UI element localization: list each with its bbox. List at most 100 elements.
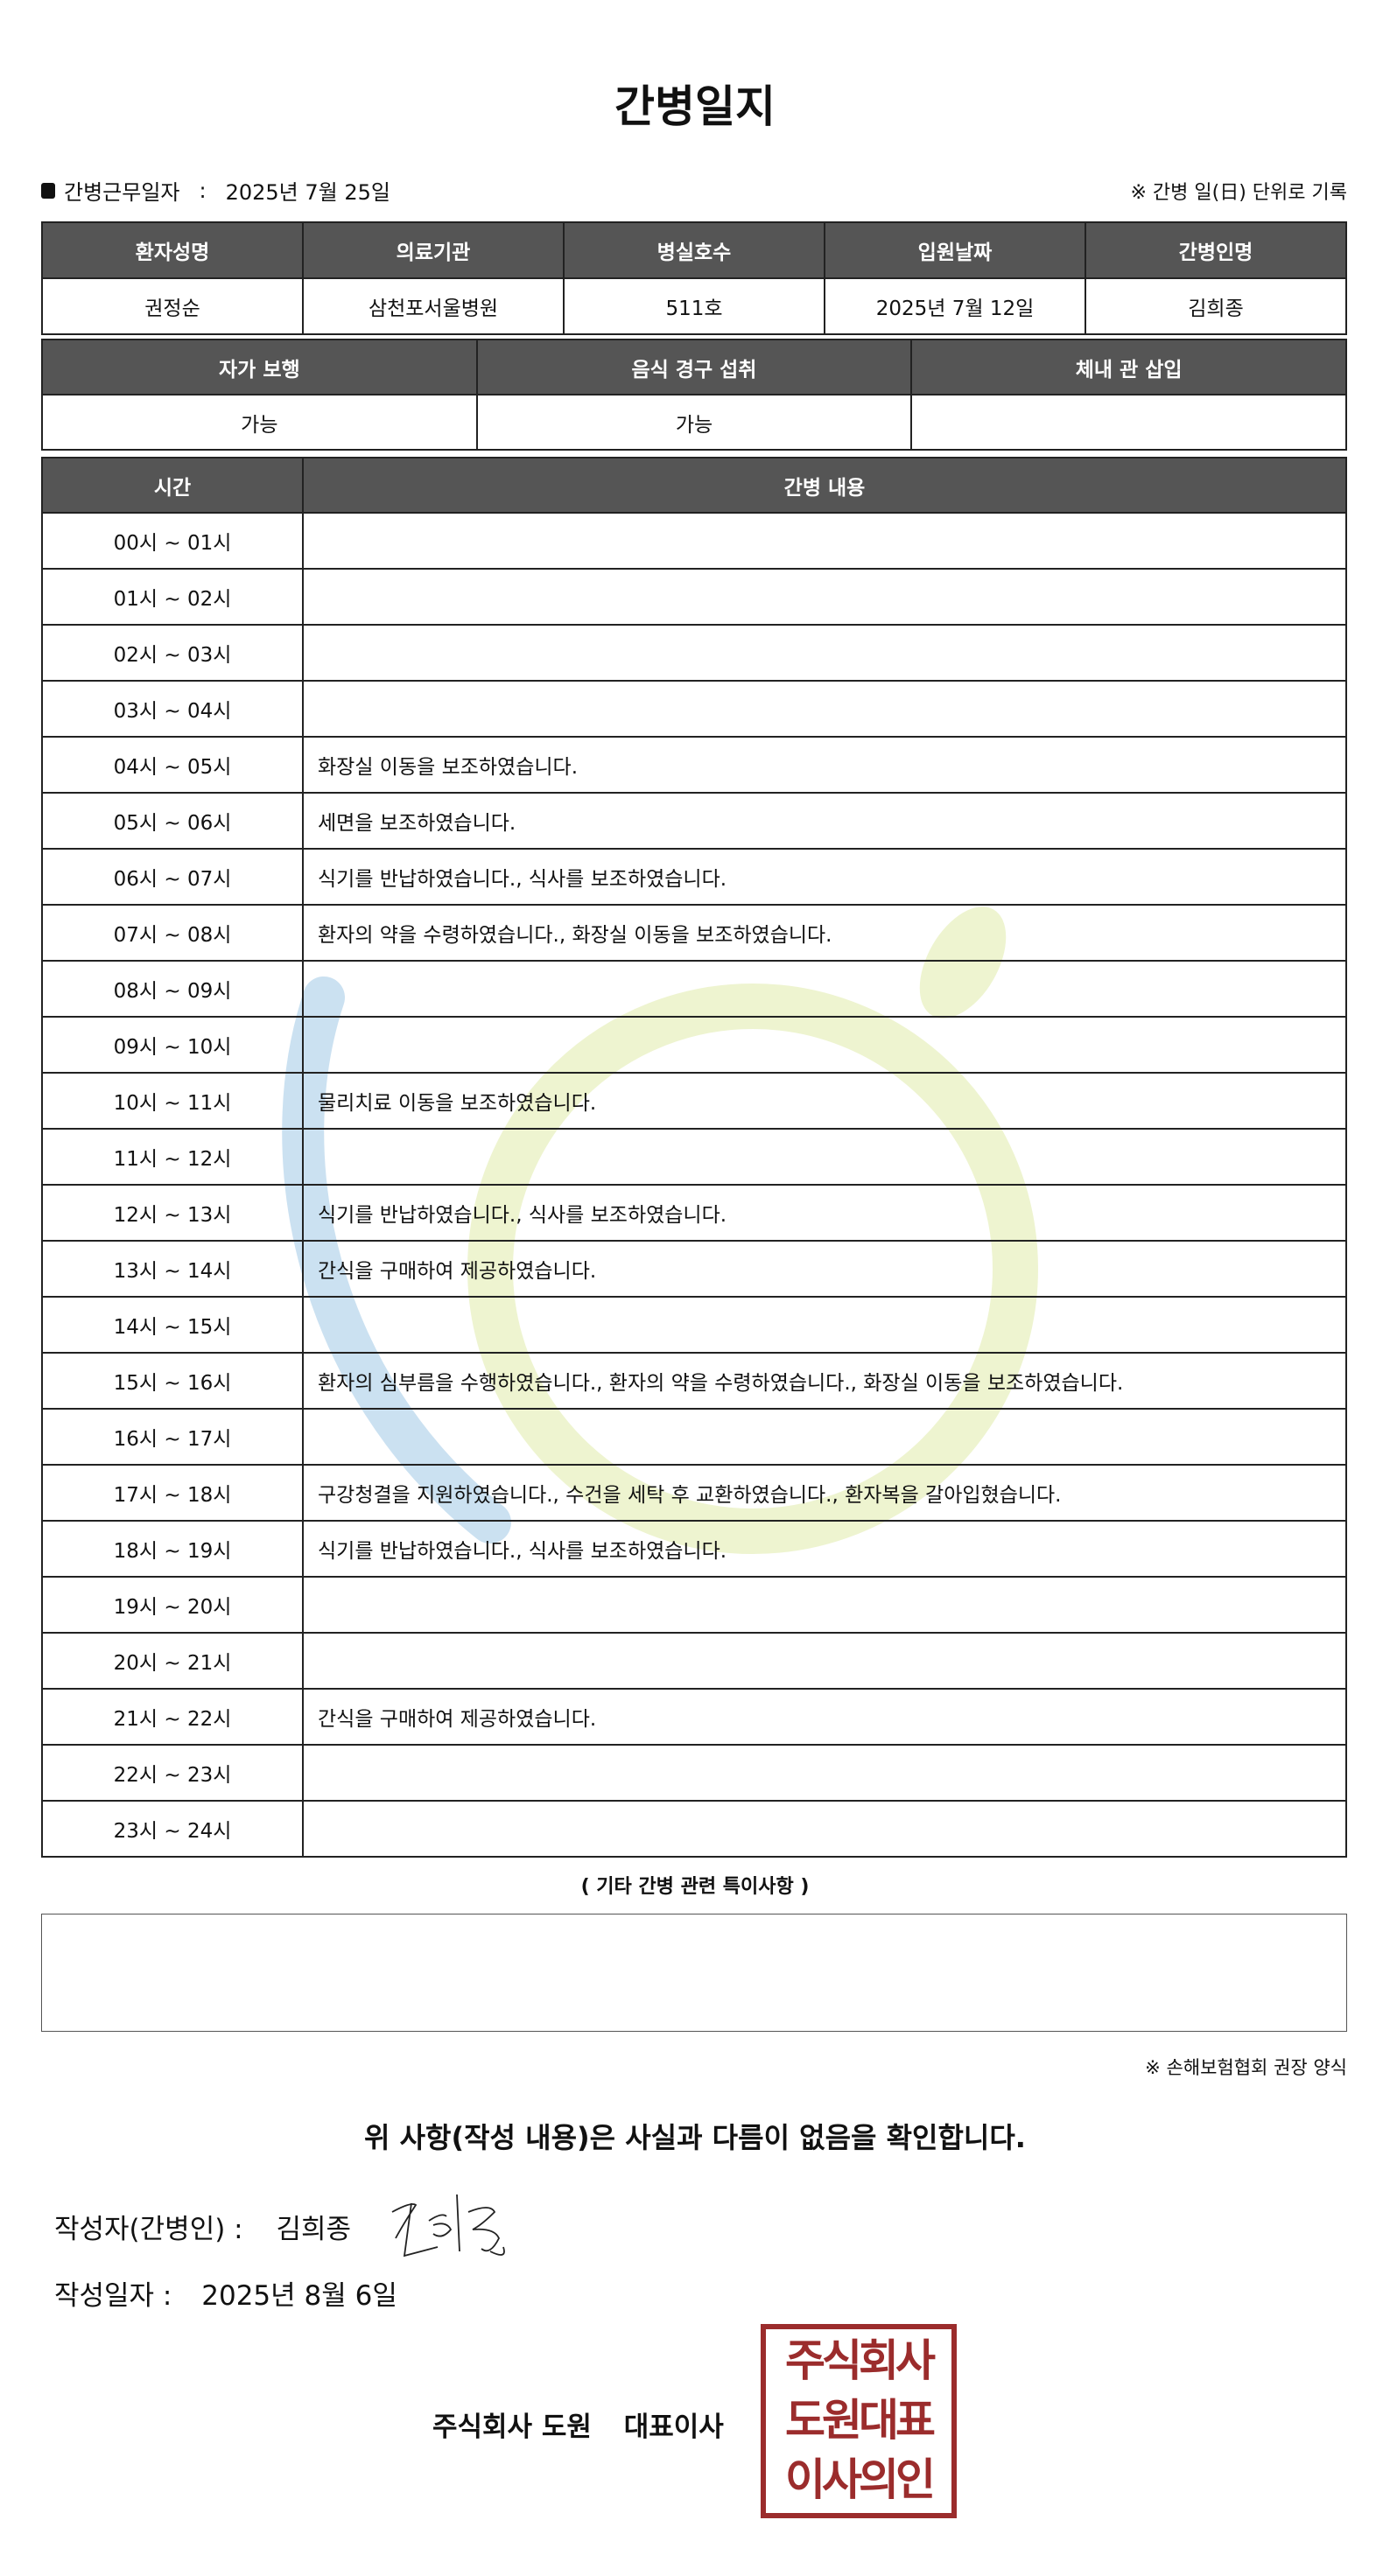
header-oral-intake: 음식 경구 섭취 bbox=[475, 339, 913, 396]
admission-date: 2025년 7월 12일 bbox=[824, 277, 1086, 335]
table-row: 21시 ~ 22시 간식을 구매하여 제공하였습니다. bbox=[41, 1688, 1347, 1746]
write-date-label: 작성일자 : bbox=[54, 2280, 172, 2312]
row-time: 05시 ~ 06시 bbox=[41, 792, 304, 850]
company-line: 주식회사 도원 대표이사 bbox=[432, 2404, 724, 2444]
table-row: 18시 ~ 19시 식기를 반납하였습니다., 식사를 보조하였습니다. bbox=[41, 1520, 1347, 1578]
table-row: 12시 ~ 13시 식기를 반납하였습니다., 식사를 보조하였습니다. bbox=[41, 1184, 1347, 1242]
table-row: 06시 ~ 07시 식기를 반납하였습니다., 식사를 보조하였습니다. bbox=[41, 848, 1347, 906]
tube bbox=[910, 394, 1347, 451]
row-content bbox=[302, 568, 1347, 626]
row-time: 23시 ~ 24시 bbox=[41, 1800, 304, 1858]
work-date-value: 2025년 7월 25일 bbox=[225, 180, 390, 205]
row-content: 물리치료 이동을 보조하였습니다. bbox=[302, 1072, 1347, 1130]
patient-info-table: 환자성명 의료기관 병실호수 입원날짜 간병인명 권정순 삼천포서울병원 511… bbox=[41, 221, 1347, 335]
hospital: 삼천포서울병원 bbox=[302, 277, 565, 335]
row-time: 19시 ~ 20시 bbox=[41, 1576, 304, 1634]
row-content: 간식을 구매하여 제공하였습니다. bbox=[302, 1688, 1347, 1746]
header-patient-name: 환자성명 bbox=[41, 221, 304, 279]
signature-image bbox=[391, 2194, 505, 2258]
table-row: 03시 ~ 04시 bbox=[41, 680, 1347, 738]
header-hospital: 의료기관 bbox=[302, 221, 565, 279]
row-content: 환자의 심부름을 수행하였습니다., 환자의 약을 수령하였습니다., 화장실 … bbox=[302, 1352, 1347, 1410]
writer-line: 작성자(간병인) : 김희종 bbox=[54, 2207, 351, 2246]
caregiver: 김희종 bbox=[1085, 277, 1347, 335]
header-time: 시간 bbox=[41, 457, 304, 514]
patient-name: 권정순 bbox=[41, 277, 304, 335]
table-row: 11시 ~ 12시 bbox=[41, 1128, 1347, 1186]
row-content: 식기를 반납하였습니다., 식사를 보조하였습니다. bbox=[302, 1520, 1347, 1578]
header-caregiver: 간병인명 bbox=[1085, 221, 1347, 279]
row-time: 09시 ~ 10시 bbox=[41, 1016, 304, 1074]
table-row: 16시 ~ 17시 bbox=[41, 1408, 1347, 1466]
row-content bbox=[302, 624, 1347, 682]
table-row: 09시 ~ 10시 bbox=[41, 1016, 1347, 1074]
confirmation-text: 위 사항(작성 내용)은 사실과 다름이 없음을 확인합니다. bbox=[364, 2121, 1026, 2154]
row-content: 환자의 약을 수령하였습니다., 화장실 이동을 보조하였습니다. bbox=[302, 904, 1347, 962]
row-time: 12시 ~ 13시 bbox=[41, 1184, 304, 1242]
company-name: 주식회사 도원 bbox=[432, 2412, 592, 2443]
row-time: 15시 ~ 16시 bbox=[41, 1352, 304, 1410]
row-time: 22시 ~ 23시 bbox=[41, 1744, 304, 1802]
row-time: 00시 ~ 01시 bbox=[41, 512, 304, 570]
row-content bbox=[302, 1296, 1347, 1354]
header-room: 병실호수 bbox=[563, 221, 825, 279]
table-row: 02시 ~ 03시 bbox=[41, 624, 1347, 682]
other-notes-box bbox=[41, 1914, 1347, 2032]
row-content: 식기를 반납하였습니다., 식사를 보조하였습니다. bbox=[302, 1184, 1347, 1242]
row-time: 20시 ~ 21시 bbox=[41, 1632, 304, 1690]
row-time: 03시 ~ 04시 bbox=[41, 680, 304, 738]
day-note: ※ 간병 일(日) 단위로 기록 bbox=[1130, 182, 1348, 204]
row-content bbox=[302, 680, 1347, 738]
row-content: 구강청결을 지원하였습니다., 수건을 세탁 후 교환하였습니다., 환자복을 … bbox=[302, 1464, 1347, 1522]
table-row: 01시 ~ 02시 bbox=[41, 568, 1347, 626]
writer-name: 김희종 bbox=[276, 2214, 352, 2245]
row-content bbox=[302, 1744, 1347, 1802]
bullet-square-icon bbox=[41, 182, 55, 199]
work-date: 간병근무일자 : 2025년 7월 25일 bbox=[41, 175, 390, 206]
company-seal-stamp: 주식회사 도원대표 이사의인 bbox=[761, 2324, 957, 2518]
table-row: 15시 ~ 16시 환자의 심부름을 수행하였습니다., 환자의 약을 수령하였습… bbox=[41, 1352, 1347, 1410]
row-content bbox=[302, 1800, 1347, 1858]
other-notes-title: ( 기타 간병 관련 특이사항 ) bbox=[580, 1876, 810, 1898]
row-time: 21시 ~ 22시 bbox=[41, 1688, 304, 1746]
row-time: 02시 ~ 03시 bbox=[41, 624, 304, 682]
row-content: 화장실 이동을 보조하였습니다. bbox=[302, 736, 1347, 794]
row-content bbox=[302, 960, 1347, 1018]
row-time: 08시 ~ 09시 bbox=[41, 960, 304, 1018]
row-time: 11시 ~ 12시 bbox=[41, 1128, 304, 1186]
row-time: 06시 ~ 07시 bbox=[41, 848, 304, 906]
row-time: 17시 ~ 18시 bbox=[41, 1464, 304, 1522]
header-walking: 자가 보행 bbox=[41, 339, 478, 396]
table-row: 10시 ~ 11시 물리치료 이동을 보조하였습니다. bbox=[41, 1072, 1347, 1130]
table-row: 17시 ~ 18시 구강청결을 지원하였습니다., 수건을 세탁 후 교환하였습니… bbox=[41, 1464, 1347, 1522]
row-time: 18시 ~ 19시 bbox=[41, 1520, 304, 1578]
table-row: 22시 ~ 23시 bbox=[41, 1744, 1347, 1802]
table-row: 20시 ~ 21시 bbox=[41, 1632, 1347, 1690]
row-content: 식기를 반납하였습니다., 식사를 보조하였습니다. bbox=[302, 848, 1347, 906]
row-time: 13시 ~ 14시 bbox=[41, 1240, 304, 1298]
row-content: 간식을 구매하여 제공하였습니다. bbox=[302, 1240, 1347, 1298]
work-date-separator: : bbox=[199, 178, 207, 203]
walking: 가능 bbox=[41, 394, 478, 451]
table-row: 00시 ~ 01시 bbox=[41, 512, 1347, 570]
stamp-line: 이사의인 bbox=[785, 2454, 936, 2505]
row-content bbox=[302, 1632, 1347, 1690]
table-row: 23시 ~ 24시 bbox=[41, 1800, 1347, 1858]
page-title: 간병일지 bbox=[614, 81, 776, 132]
table-row: 19시 ~ 20시 bbox=[41, 1576, 1347, 1634]
oral-intake: 가능 bbox=[475, 394, 913, 451]
table-row: 07시 ~ 08시 환자의 약을 수령하였습니다., 화장실 이동을 보조하였습니… bbox=[41, 904, 1347, 962]
table-row: 14시 ~ 15시 bbox=[41, 1296, 1347, 1354]
table-row: 08시 ~ 09시 bbox=[41, 960, 1347, 1018]
row-time: 10시 ~ 11시 bbox=[41, 1072, 304, 1130]
row-content bbox=[302, 1408, 1347, 1466]
header-tube: 체내 관 삽입 bbox=[910, 339, 1347, 396]
row-time: 04시 ~ 05시 bbox=[41, 736, 304, 794]
table-row: 04시 ~ 05시 화장실 이동을 보조하였습니다. bbox=[41, 736, 1347, 794]
stamp-line: 주식회사 bbox=[785, 2335, 936, 2386]
row-content bbox=[302, 1016, 1347, 1074]
care-log-table: 시간 간병 내용 00시 ~ 01시 01시 ~ 02시 02시 ~ 03시 03시 … bbox=[41, 457, 1347, 1858]
row-content: 세면을 보조하였습니다. bbox=[302, 792, 1347, 850]
row-time: 16시 ~ 17시 bbox=[41, 1408, 304, 1466]
header-admission-date: 입원날짜 bbox=[824, 221, 1086, 279]
